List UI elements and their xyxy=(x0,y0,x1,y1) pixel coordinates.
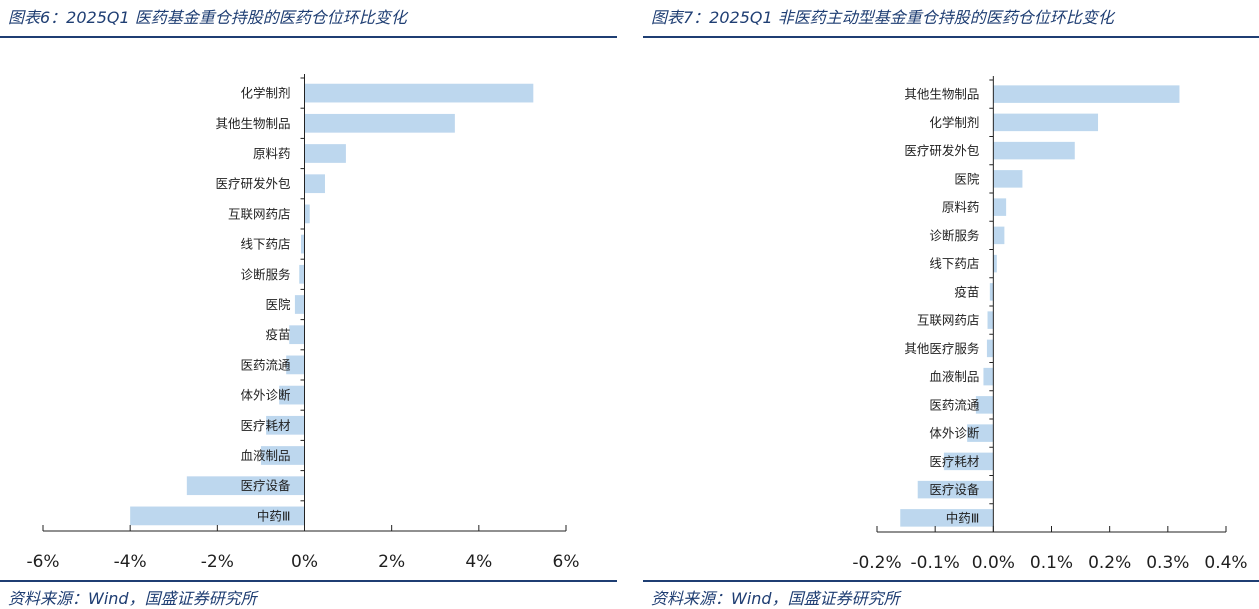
bar-chart-left: 化学制剂其他生物制品原料药医疗研发外包互联网药店线下药店诊断服务医院疫苗医药流通… xyxy=(26,74,580,572)
chart-panel-right: 图表7：2025Q1 非医药主动型基金重仓持股的医药仓位环比变化 其他生物制品化… xyxy=(643,0,1259,609)
source-note-right: 资料来源：Wind，国盛证券研究所 xyxy=(651,589,900,608)
category-label-10: 医药流通 xyxy=(240,357,291,372)
bar-8 xyxy=(989,283,994,301)
source-rule-left xyxy=(0,580,617,582)
category-label-10: 其他医疗服务 xyxy=(904,341,979,356)
x-tick-label-5: 2% xyxy=(378,552,405,572)
category-label-8: 医院 xyxy=(265,297,291,312)
category-label-11: 体外诊断 xyxy=(240,388,290,403)
category-label-2: 化学制剂 xyxy=(929,115,979,130)
category-label-8: 疫苗 xyxy=(954,284,979,299)
category-label-13: 血液制品 xyxy=(240,448,290,463)
x-tick-label-3: 0.0% xyxy=(972,553,1015,573)
category-label-6: 线下药店 xyxy=(240,237,290,252)
x-tick-label-4: 0.1% xyxy=(1030,553,1073,573)
bar-10 xyxy=(286,355,305,375)
bar-9 xyxy=(987,311,994,329)
bar-15 xyxy=(130,506,305,526)
bar-10 xyxy=(986,339,994,358)
bar-4 xyxy=(304,174,325,194)
bar-chart-right: 其他生物制品化学制剂医疗研发外包医院原料药诊断服务线下药店疫苗互联网药店其他医疗… xyxy=(852,76,1248,573)
bar-11 xyxy=(983,367,994,386)
category-label-16: 中药Ⅲ xyxy=(946,510,980,525)
bar-16 xyxy=(900,509,994,527)
category-label-9: 疫苗 xyxy=(265,327,290,342)
category-label-15: 医疗设备 xyxy=(929,482,980,497)
title-rule-left xyxy=(0,36,617,38)
bar-14 xyxy=(943,452,994,471)
x-tick-label-2: -4% xyxy=(114,552,147,572)
category-label-12: 医药流通 xyxy=(929,397,980,412)
category-label-1: 其他生物制品 xyxy=(904,87,979,102)
category-label-7: 线下药店 xyxy=(929,256,979,271)
x-tick-label-3: -2% xyxy=(201,552,234,572)
x-tick-label-7: 0.4% xyxy=(1204,553,1247,573)
category-label-4: 医疗研发外包 xyxy=(215,176,290,191)
bar-7 xyxy=(993,254,997,273)
category-label-3: 医疗研发外包 xyxy=(904,143,979,158)
x-tick-label-1: -0.2% xyxy=(852,553,901,573)
bar-13 xyxy=(967,424,994,442)
category-label-5: 互联网药店 xyxy=(228,206,291,221)
bar-1 xyxy=(304,83,534,103)
chart-title-left: 图表6：2025Q1 医药基金重仓持股的医药仓位环比变化 xyxy=(8,8,407,27)
x-tick-label-6: 0.3% xyxy=(1146,553,1189,573)
bar-6 xyxy=(993,226,1005,245)
bar-8 xyxy=(294,295,305,314)
x-tick-label-6: 4% xyxy=(465,552,492,572)
category-label-5: 原料药 xyxy=(942,200,980,215)
category-label-1: 化学制剂 xyxy=(240,86,290,101)
bar-7 xyxy=(299,264,305,284)
bar-1 xyxy=(993,85,1180,103)
x-tick-label-7: 6% xyxy=(553,552,580,572)
category-label-14: 医疗设备 xyxy=(240,478,291,493)
chart-panel-left: 图表6：2025Q1 医药基金重仓持股的医药仓位环比变化 化学制剂其他生物制品原… xyxy=(0,0,617,609)
category-label-7: 诊断服务 xyxy=(240,267,290,282)
chart-title-right: 图表7：2025Q1 非医药主动型基金重仓持股的医药仓位环比变化 xyxy=(651,8,1114,27)
category-label-6: 诊断服务 xyxy=(929,228,979,243)
bar-9 xyxy=(289,325,305,345)
x-tick-label-1: -6% xyxy=(26,552,59,572)
title-rule-right xyxy=(643,36,1259,38)
source-note-left: 资料来源：Wind，国盛证券研究所 xyxy=(8,589,257,608)
bar-2 xyxy=(993,113,1099,132)
category-label-2: 其他生物制品 xyxy=(215,116,290,131)
bar-12 xyxy=(975,396,994,414)
bar-12 xyxy=(266,415,305,435)
bar-13 xyxy=(260,446,305,465)
category-label-14: 医疗耗材 xyxy=(929,454,979,469)
category-label-12: 医疗耗材 xyxy=(240,418,290,433)
bar-15 xyxy=(917,480,994,499)
x-tick-label-5: 0.2% xyxy=(1088,553,1131,573)
category-label-11: 血液制品 xyxy=(929,369,979,384)
bar-5 xyxy=(993,198,1007,216)
source-rule-right xyxy=(643,580,1259,582)
bar-3 xyxy=(993,141,1075,160)
bar-14 xyxy=(186,476,305,496)
x-tick-label-4: 0% xyxy=(291,552,318,572)
x-tick-label-2: -0.1% xyxy=(911,553,960,573)
bar-3 xyxy=(304,144,346,163)
category-label-4: 医院 xyxy=(954,171,980,186)
bar-4 xyxy=(993,170,1023,188)
category-label-3: 原料药 xyxy=(253,146,291,161)
category-label-9: 互联网药店 xyxy=(917,313,980,328)
bar-2 xyxy=(304,113,455,133)
category-label-13: 体外诊断 xyxy=(929,426,979,441)
bar-5 xyxy=(304,204,310,224)
bar-6 xyxy=(301,234,305,254)
bar-11 xyxy=(279,385,305,405)
category-label-15: 中药Ⅲ xyxy=(257,508,291,523)
